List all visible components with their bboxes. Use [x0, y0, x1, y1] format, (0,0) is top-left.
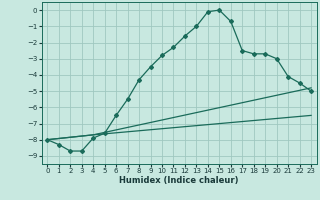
X-axis label: Humidex (Indice chaleur): Humidex (Indice chaleur) [119, 176, 239, 185]
